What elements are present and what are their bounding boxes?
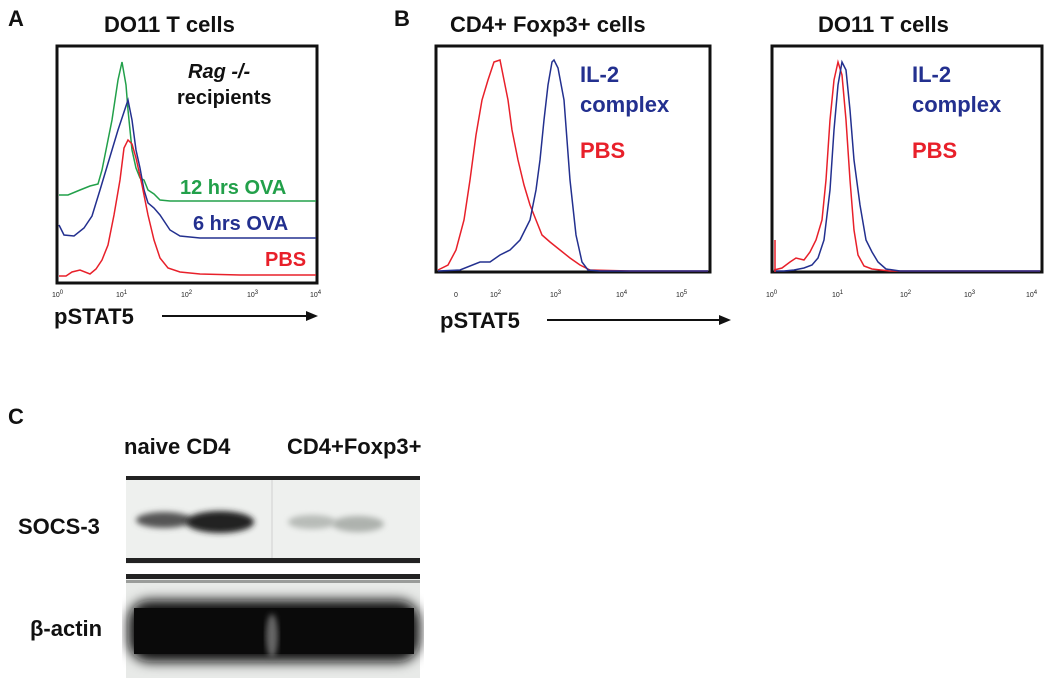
blot-col-naive-cd4: naive CD4 — [124, 434, 231, 459]
panel-a-tick-1: 101 — [116, 290, 128, 299]
panel-b-right-tick-0: 100 — [766, 290, 778, 299]
panel-a-series-6h — [58, 97, 316, 239]
socs3-band-lane2 — [186, 511, 254, 533]
western-blot — [126, 476, 420, 678]
panel-b-right-tick-2: 102 — [900, 290, 912, 299]
blot-row-beta-actin: β-actin — [30, 616, 103, 641]
panel-b-left-tick-4: 105 — [676, 290, 688, 299]
panel-a-legend-12h: 12 hrs OVA — [180, 177, 286, 199]
panel-a-plot: Rag -/- recipients 12 hrs OVA 6 hrs OVA … — [52, 44, 322, 299]
panel-b-left-legend-il2-2: complex — [580, 92, 670, 117]
panel-a-title: DO11 T cells — [104, 12, 235, 37]
panel-a-tick-2: 102 — [181, 290, 193, 299]
panel-a-tick-3: 103 — [247, 290, 259, 299]
panel-a-series-pbs — [59, 138, 316, 277]
socs3-band-lane1 — [136, 512, 192, 528]
panel-a-frame — [55, 44, 319, 285]
panel-b-left-title: CD4+ Foxp3+ cells — [450, 12, 646, 37]
panel-a-annotation-1: Rag -/- — [188, 61, 251, 83]
panel-b-left-legend-pbs: PBS — [580, 138, 625, 163]
panel-a-annotation-2: recipients — [177, 87, 271, 109]
blot-strip-socs3 — [126, 476, 420, 564]
panel-b-right-ticks: 100 101 102 103 104 — [766, 290, 1038, 299]
panel-b-left-tick-2: 103 — [550, 290, 562, 299]
panel-a-axis-label: pSTAT5 — [54, 304, 134, 329]
panel-b-right-legend-pbs: PBS — [912, 138, 957, 163]
blot-col-cd4-foxp3: CD4+Foxp3+ — [287, 434, 422, 459]
panel-b-right-tick-1: 101 — [832, 290, 844, 299]
socs3-band-lane3 — [288, 515, 336, 529]
panel-c-letter: C — [8, 404, 24, 429]
panel-b-left-tick-3: 104 — [616, 290, 628, 299]
blot-strip-beta-actin — [126, 574, 420, 678]
panel-b-left-legend-il2-1: IL-2 — [580, 62, 619, 87]
panel-b-left-ticks: 0 102 103 104 105 — [454, 290, 688, 299]
panel-b-right-series-pbs — [773, 59, 1040, 272]
panel-a-tick-4: 104 — [310, 290, 322, 299]
panel-b-right-legend-il2-1: IL-2 — [912, 62, 951, 87]
panel-b-right-legend-il2-2: complex — [912, 92, 1002, 117]
panel-a-legend-6h: 6 hrs OVA — [193, 213, 288, 235]
panel-b-left-plot: IL-2 complex PBS 0 102 103 104 105 — [434, 44, 712, 299]
panel-b-left-tick-0: 0 — [454, 292, 458, 299]
blot-row-socs3: SOCS-3 — [18, 514, 100, 539]
panel-a-ticks: 100 101 102 103 104 — [52, 290, 322, 299]
panel-b-right-tick-3: 103 — [964, 290, 976, 299]
panel-b-right-series-il2 — [774, 59, 1040, 272]
panel-a-legend-pbs: PBS — [265, 249, 306, 271]
panel-b-right-title: DO11 T cells — [818, 12, 949, 37]
panel-a-letter: A — [8, 6, 24, 31]
panel-b-letter: B — [394, 6, 410, 31]
panel-b-left-tick-1: 102 — [490, 290, 502, 299]
socs3-band-lane4 — [332, 516, 384, 532]
panel-b-right-frame — [770, 44, 1044, 274]
panel-b-axis-arrow — [547, 315, 731, 325]
panel-b-right-plot: IL-2 complex PBS 100 101 102 103 104 — [766, 44, 1044, 299]
panel-b-left-frame — [434, 44, 712, 274]
panel-b-axis-label: pSTAT5 — [440, 308, 520, 333]
panel-a-series-12h — [59, 61, 316, 202]
panel-b-left-series-il2 — [437, 58, 708, 272]
panel-b-left-series-pbs — [437, 59, 708, 272]
panel-b-right-tick-4: 104 — [1026, 290, 1038, 299]
panel-a-tick-0: 100 — [52, 290, 64, 299]
panel-a-axis-arrow — [162, 311, 318, 321]
